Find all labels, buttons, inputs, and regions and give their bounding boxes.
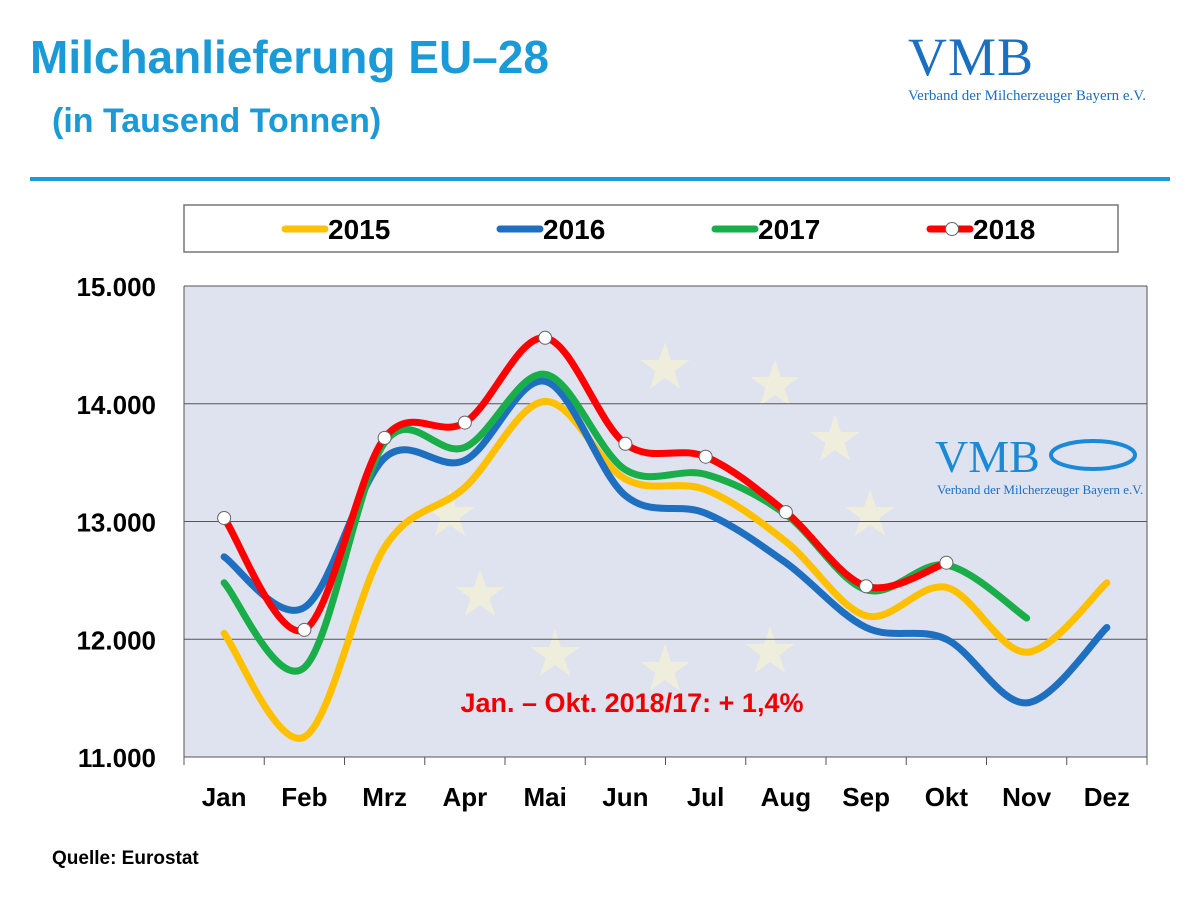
- data-point-2018: [217, 510, 232, 525]
- data-point-2018: [297, 622, 312, 637]
- source-note: Quelle: Eurostat: [52, 848, 199, 869]
- y-tick-label: 12.000: [76, 625, 156, 655]
- x-tick-label: Mai: [523, 782, 566, 812]
- x-tick-label: Aug: [761, 782, 812, 812]
- page-subtitle: (in Tausend Tonnen): [52, 102, 382, 140]
- data-point-2018: [859, 579, 874, 594]
- data-point-2018: [698, 449, 713, 464]
- logo-tagline: Verband der Milcherzeuger Bayern e.V.: [908, 88, 1146, 104]
- eu-star-decoration: [640, 644, 690, 692]
- eu-star-decoration: [750, 359, 800, 407]
- watermark-logo-name: VMB: [935, 431, 1040, 482]
- x-tick-label: Jul: [687, 782, 725, 812]
- eu-star-decoration: [810, 414, 860, 462]
- data-point-2018: [377, 430, 392, 445]
- eu-star-decoration: [640, 342, 690, 390]
- vmb-logo: VMB Verband der Milcherzeuger Bayern e.V…: [908, 30, 1146, 105]
- y-tick-label: 11.000: [78, 743, 156, 773]
- x-tick-label: Mrz: [362, 782, 407, 812]
- legend-label-2018: 2018: [973, 214, 1035, 245]
- eu-star-decoration: [425, 489, 475, 537]
- eu-star-decoration: [455, 569, 505, 617]
- x-tick-label: Jan: [202, 782, 247, 812]
- legend-label-2017: 2017: [758, 214, 820, 245]
- series-line-2018: [220, 334, 950, 635]
- x-tick-label: Feb: [281, 782, 327, 812]
- logo-name: VMB: [908, 27, 1035, 87]
- data-point-2018: [538, 330, 553, 345]
- legend-marker-2018: [945, 222, 959, 236]
- x-tick-label: Dez: [1084, 782, 1130, 812]
- x-tick-label: Sep: [842, 782, 890, 812]
- series-line-2015: [220, 397, 1111, 742]
- header-divider: [30, 177, 1170, 181]
- data-point-2018: [618, 436, 633, 451]
- x-tick-label: Nov: [1002, 782, 1052, 812]
- legend-label-2016: 2016: [543, 214, 605, 245]
- x-tick-label: Jun: [602, 782, 648, 812]
- watermark-logo-tagline: Verband der Milcherzeuger Bayern e.V.: [937, 482, 1143, 497]
- chart-annotation: Jan. – Okt. 2018/17: + 1,4%: [461, 688, 804, 718]
- data-point-2018: [778, 505, 793, 520]
- eu-star-decoration: [530, 629, 580, 677]
- data-point-2018: [457, 415, 472, 430]
- legend-label-2015: 2015: [328, 214, 390, 245]
- eu-star-decoration: [745, 626, 795, 674]
- data-point-2018: [939, 555, 954, 570]
- y-tick-label: 14.000: [76, 390, 156, 420]
- page-title: Milchanlieferung EU–28: [30, 31, 549, 83]
- x-tick-label: Okt: [925, 782, 969, 812]
- y-tick-label: 13.000: [76, 508, 156, 538]
- y-tick-label: 15.000: [76, 272, 156, 302]
- eu-star-decoration: [845, 489, 895, 537]
- watermark-logo-icon: [1049, 439, 1137, 471]
- x-tick-label: Apr: [442, 782, 487, 812]
